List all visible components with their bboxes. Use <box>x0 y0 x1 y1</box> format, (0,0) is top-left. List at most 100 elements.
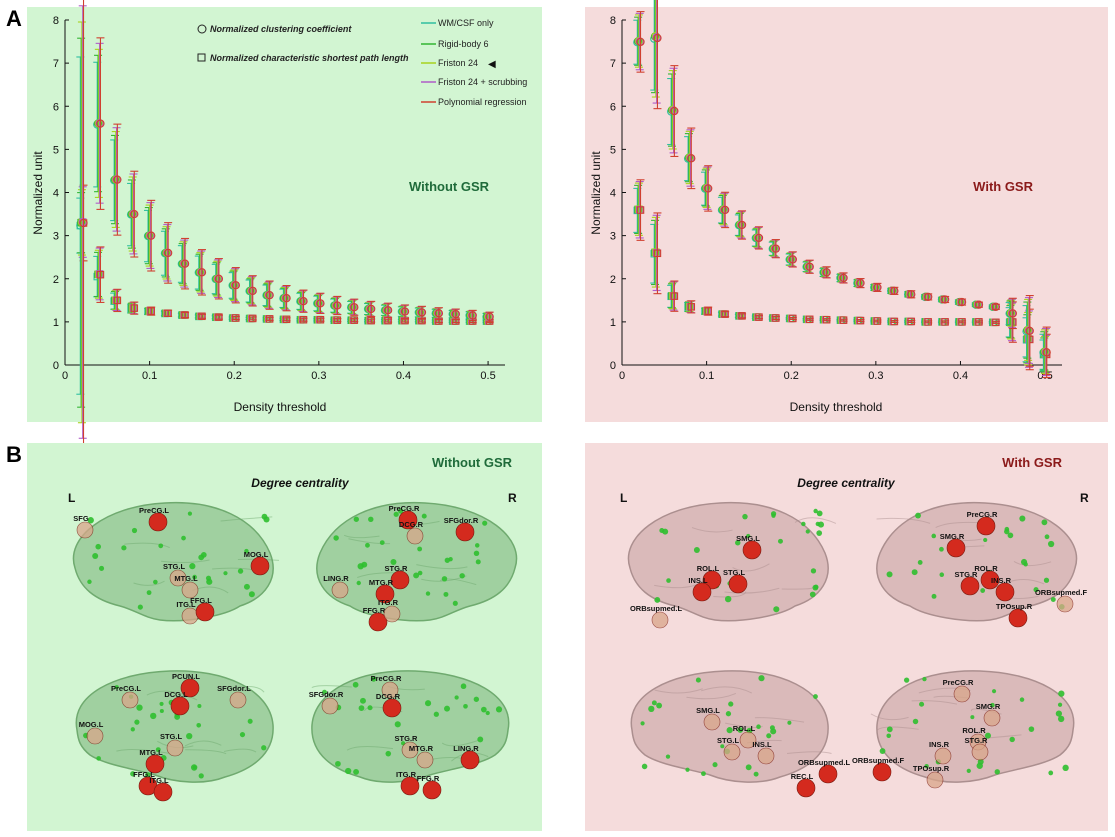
brain-sulcus <box>124 542 170 549</box>
brain-sulcus <box>311 685 352 689</box>
brain-sulcus <box>357 572 398 578</box>
legend: Normalized clustering coefficient Normal… <box>197 18 527 107</box>
hemisphere-left-label: L <box>620 491 627 505</box>
brain-node-small <box>922 676 927 682</box>
brain-node-small <box>787 720 792 725</box>
brain-node-small <box>357 563 364 570</box>
legend-series-label: Friston 24 + scrubbing <box>438 77 527 87</box>
hub-node <box>723 743 741 761</box>
path-length-point <box>113 296 122 305</box>
brain-node-small <box>159 708 164 714</box>
brain-node-small <box>737 727 743 733</box>
brain-node-small <box>701 771 706 777</box>
clustering-point <box>856 278 865 288</box>
brain-node-small <box>333 535 339 541</box>
brain-node-small <box>1019 515 1026 522</box>
hub-node-label: INS.L <box>752 740 772 749</box>
hub-node-label: TPOsup.R <box>913 764 950 773</box>
brain-node-small <box>903 677 910 683</box>
brain-view: PreCG.R SMG.R ROL.R INS.R STG.R ORBsupmed.F TP… <box>852 670 1075 789</box>
hub-node <box>76 521 94 539</box>
path-length-point <box>130 304 139 312</box>
brain-surface <box>630 670 829 783</box>
legend-marker-label: Normalized characteristic shortest path … <box>210 53 409 63</box>
y-tick-label: 2 <box>53 274 59 286</box>
hub-node <box>960 576 980 596</box>
brain-view: PreCG.R DCG.R SFGdor.R LING.R STG.R MTG.R FFG.… <box>316 501 518 632</box>
hub-node <box>455 522 475 542</box>
hub-node <box>145 754 165 774</box>
hub-node-label: ORBsupmed.F <box>1035 588 1088 597</box>
brain-sulcus <box>949 537 982 541</box>
brain-node-small <box>886 726 893 733</box>
clustering-point <box>805 262 814 271</box>
hub-node-label: PCUN.L <box>172 672 200 681</box>
hub-node-label: SMG.R <box>976 702 1001 711</box>
brain-node-small <box>365 542 370 548</box>
brain-node-small <box>87 579 92 584</box>
path-length-point <box>890 317 899 326</box>
brain-node-small <box>368 516 374 523</box>
hub-node-label: ORBsupmed.L <box>798 758 851 767</box>
brain-sulcus <box>686 692 737 700</box>
brain-node-small <box>693 546 700 553</box>
y-axis-label: Normalized unit <box>589 151 603 235</box>
hub-node <box>980 570 1000 590</box>
panel-b-right-subtitle: Degree centrality <box>797 476 896 490</box>
brain-surface-group <box>870 670 1075 783</box>
brain-sulcus <box>146 690 198 701</box>
brain-node-small <box>742 513 748 520</box>
brain-node-small <box>146 590 152 596</box>
y-tick-label: 0 <box>610 360 616 372</box>
brain-node-small <box>352 681 359 688</box>
hub-node-label: ORBsupmed.L <box>630 604 683 613</box>
clustering-point <box>434 309 444 318</box>
brain-node-small <box>817 521 825 528</box>
clustering-point <box>383 306 393 315</box>
brain-node-small <box>454 695 459 700</box>
hub-node <box>169 569 187 587</box>
brain-sulcus <box>701 686 753 694</box>
brain-node-small <box>321 689 327 695</box>
brain-node-small <box>1043 577 1050 583</box>
clustering-point <box>214 274 224 283</box>
brain-node-small <box>756 724 761 729</box>
brain-sulcus <box>935 521 981 529</box>
brain-node-small <box>345 767 352 775</box>
clustering-point <box>485 312 494 321</box>
hub-node-label: MOG.L <box>244 550 269 559</box>
hub-node <box>229 691 247 709</box>
brain-sulcus <box>185 749 227 755</box>
hub-node <box>934 747 952 765</box>
clustering-point <box>1008 309 1017 318</box>
chart-annotation: With GSR <box>973 179 1033 194</box>
path-length-point <box>652 248 660 256</box>
path-length-point <box>653 249 662 258</box>
path-length-point <box>907 317 916 326</box>
brain-node-small <box>413 572 420 579</box>
clustering-point <box>197 268 207 277</box>
brain-node-small <box>1033 587 1039 593</box>
hub-node-label: SFGdor.R <box>309 690 344 699</box>
clustering-point <box>668 105 677 114</box>
hub-node-label: SFGdor.L <box>217 684 251 693</box>
clustering-point <box>282 294 291 303</box>
brain-node-small <box>200 552 207 558</box>
x-tick-label: 0.1 <box>699 370 714 382</box>
x-tick-label: 0.4 <box>953 370 968 382</box>
brain-node-small <box>809 591 816 598</box>
brain-node-small <box>87 517 94 524</box>
brain-node-small <box>990 702 995 708</box>
hub-node-label: STG.R <box>965 736 989 745</box>
y-tick-label: 1 <box>53 317 59 329</box>
hub-node <box>398 510 418 530</box>
hub-node <box>460 750 480 770</box>
hub-node-label: FFG.R <box>363 606 386 615</box>
hub-node <box>976 516 996 536</box>
brain-node-small <box>813 694 818 699</box>
clustering-point <box>350 303 359 312</box>
clustering-point <box>451 309 460 319</box>
brain-sulcus <box>654 688 703 694</box>
y-tick-label: 4 <box>53 188 59 200</box>
